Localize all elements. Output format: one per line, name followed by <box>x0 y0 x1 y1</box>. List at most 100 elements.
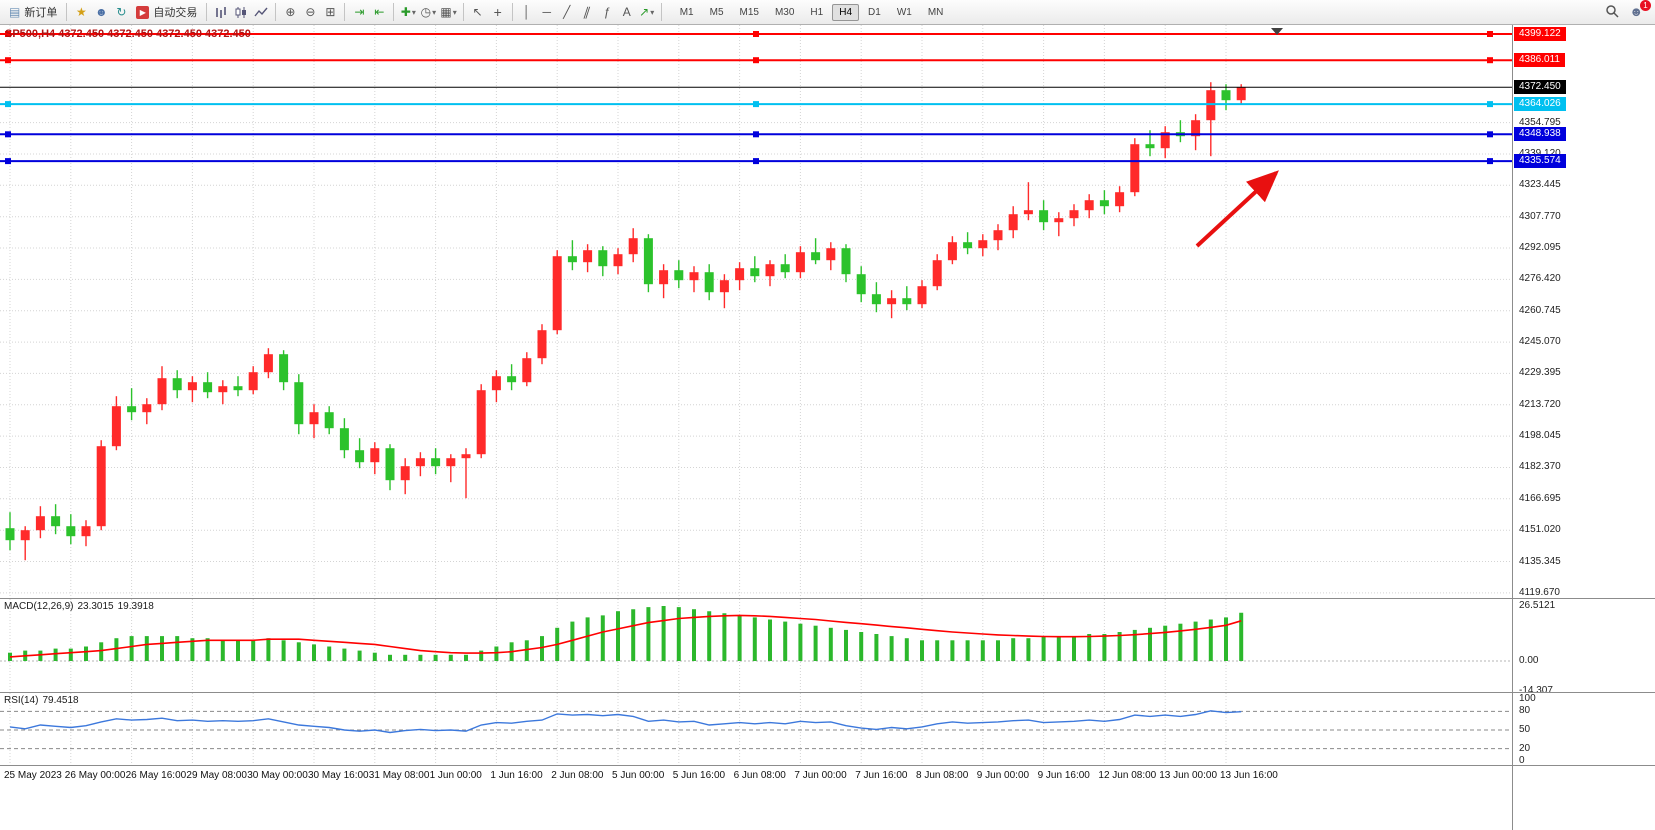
timeframe-d1-button[interactable]: D1 <box>868 6 881 18</box>
toolbar-separator <box>206 3 208 21</box>
tile-windows-button[interactable]: ⊞ <box>320 4 340 20</box>
candlestick-chart-button[interactable] <box>231 5 251 20</box>
arrows-tool-button[interactable]: ↗ ▾ <box>637 4 657 20</box>
templates-button[interactable]: ▦ ▾ <box>438 4 458 20</box>
macd-label: MACD(12,26,9) <box>4 601 74 612</box>
level-price-badge: 4348.938 <box>1514 127 1566 142</box>
timeframe-w1-button[interactable]: W1 <box>896 6 912 18</box>
line-handle[interactable] <box>1487 101 1493 108</box>
horizontal-line-button[interactable]: ─ <box>537 4 557 20</box>
current-price-badge: 4372.450 <box>1514 80 1566 95</box>
favorites-button[interactable]: ★ <box>71 4 91 20</box>
macd-axis-tick: 0.00 <box>1519 655 1539 666</box>
timeframe-h1-button[interactable]: H1 <box>810 6 824 18</box>
cursor-button[interactable]: ↖ <box>468 4 488 20</box>
time-axis[interactable]: 25 May 2023 26 May 00:00 26 May 16:00 29 Ma… <box>0 766 1512 788</box>
price-axis-tick: 4323.445 <box>1519 179 1561 191</box>
price-axis-tick: 4135.345 <box>1519 555 1561 567</box>
accounts-button[interactable]: ☻ <box>91 4 111 20</box>
user-account-button[interactable]: ☻ 1 <box>1629 0 1651 19</box>
timeframe-m15-button[interactable]: M15 <box>739 6 759 18</box>
bar-chart-button[interactable] <box>211 5 231 20</box>
auto-scroll-button[interactable]: ⇥ <box>349 4 369 20</box>
line-handle[interactable] <box>753 31 759 37</box>
line-handle[interactable] <box>5 57 11 64</box>
time-axis-label: 7 Jun 16:00 <box>855 770 908 781</box>
line-handle[interactable] <box>5 31 11 37</box>
line-handle[interactable] <box>1487 158 1493 165</box>
panel-separator <box>1513 598 1655 599</box>
price-axis-tick: 4276.420 <box>1519 273 1561 285</box>
price-axis-tick: 4151.020 <box>1519 524 1561 536</box>
line-handle[interactable] <box>5 158 11 165</box>
time-axis-label: 1 Jun 00:00 <box>429 770 482 781</box>
main-chart-panel[interactable]: SP500,H4 4372.450 4372.450 4372.450 4372… <box>0 25 1512 599</box>
text-tool-button[interactable]: A <box>617 4 637 20</box>
trendline-button[interactable]: ╱ <box>557 4 577 20</box>
trend-arrow-annotation[interactable] <box>1195 170 1279 248</box>
chart-shift-marker[interactable] <box>1271 28 1283 35</box>
macd-signal-line <box>9 614 1242 658</box>
macd-main-value: 23.3015 <box>77 601 114 612</box>
timeframe-m5-button[interactable]: M5 <box>709 6 724 18</box>
line-handle[interactable] <box>753 101 759 108</box>
chart-ohlc-readout: SP500,H4 4372.450 4372.450 4372.450 4372… <box>5 28 251 40</box>
line-chart-icon <box>254 7 268 16</box>
refresh-button[interactable]: ↻ <box>111 4 131 20</box>
macd-histogram <box>8 606 1244 661</box>
main-chart-canvas[interactable] <box>0 25 1512 598</box>
macd-indicator-panel[interactable]: MACD(12,26,9) 23.3015 19.3918 <box>0 599 1512 693</box>
panel-separator <box>1513 692 1655 693</box>
line-handle[interactable] <box>5 131 11 138</box>
time-axis-label: 30 May 00:00 <box>247 770 308 781</box>
zoom-in-icon: ⊕ <box>285 5 296 19</box>
timeframe-m30-button[interactable]: M30 <box>774 6 795 18</box>
auto-trading-button[interactable]: ▶ 自动交易 <box>131 2 202 22</box>
time-axis-label: 8 Jun 08:00 <box>916 770 969 781</box>
zoom-out-icon: ⊖ <box>305 5 316 19</box>
channel-button[interactable]: ∥ <box>577 4 597 20</box>
chevron-down-icon: ▾ <box>432 7 437 17</box>
zoom-in-button[interactable]: ⊕ <box>280 4 300 20</box>
trendline-icon: ╱ <box>563 5 571 19</box>
rsi-canvas[interactable] <box>0 693 1512 765</box>
crosshair-button[interactable]: + <box>488 4 508 20</box>
price-axis-tick: 4307.770 <box>1519 210 1561 222</box>
time-axis-label: 9 Jun 00:00 <box>976 770 1030 781</box>
timeframe-mn-button[interactable]: MN <box>927 6 944 18</box>
line-handle[interactable] <box>5 101 11 108</box>
line-handle[interactable] <box>1487 57 1493 64</box>
rsi-indicator-panel[interactable]: RSI(14) 79.4518 <box>0 693 1512 766</box>
search-button[interactable] <box>1605 4 1619 21</box>
new-order-button[interactable]: ▤ 新订单 <box>4 2 62 22</box>
time-axis-label: 31 May 08:00 <box>368 770 430 781</box>
line-chart-button[interactable] <box>251 5 271 20</box>
time-axis-label: 5 Jun 00:00 <box>612 770 665 781</box>
chart-shift-icon: ⇤ <box>374 5 385 19</box>
horizontal-line-icon: ─ <box>542 5 551 19</box>
line-handle[interactable] <box>753 57 759 64</box>
vertical-line-button[interactable]: │ <box>517 4 537 20</box>
time-axis-label: 25 May 2023 <box>4 770 62 781</box>
arrows-tool-icon: ↗ <box>639 5 650 19</box>
time-axis-label: 6 Jun 08:00 <box>733 770 786 781</box>
macd-axis-tick: 26.5121 <box>1519 600 1556 611</box>
timeframe-h4-button[interactable]: H4 <box>832 3 860 21</box>
timeframe-m1-button[interactable]: M1 <box>679 6 694 18</box>
periods-button[interactable]: ◷ ▾ <box>418 4 438 20</box>
chevron-down-icon: ▾ <box>650 7 655 17</box>
fibonacci-button[interactable]: ƒ <box>597 4 617 20</box>
level-price-badge: 4364.026 <box>1514 97 1566 112</box>
line-handle[interactable] <box>753 158 759 165</box>
indicators-button[interactable]: ✚ ▾ <box>398 4 418 20</box>
line-handle[interactable] <box>1487 131 1493 138</box>
chart-shift-button[interactable]: ⇤ <box>369 4 389 20</box>
zoom-out-button[interactable]: ⊖ <box>300 4 320 20</box>
line-handle[interactable] <box>753 131 759 138</box>
cursor-icon: ↖ <box>472 5 483 19</box>
rsi-label: RSI(14) <box>4 695 39 706</box>
line-handle[interactable] <box>1487 31 1493 37</box>
time-axis-label: 12 Jun 08:00 <box>1098 770 1157 781</box>
price-axis[interactable]: 4354.795 4339.120 4323.445 4307.770 4292.095… <box>1512 25 1655 830</box>
macd-canvas[interactable] <box>0 599 1512 692</box>
